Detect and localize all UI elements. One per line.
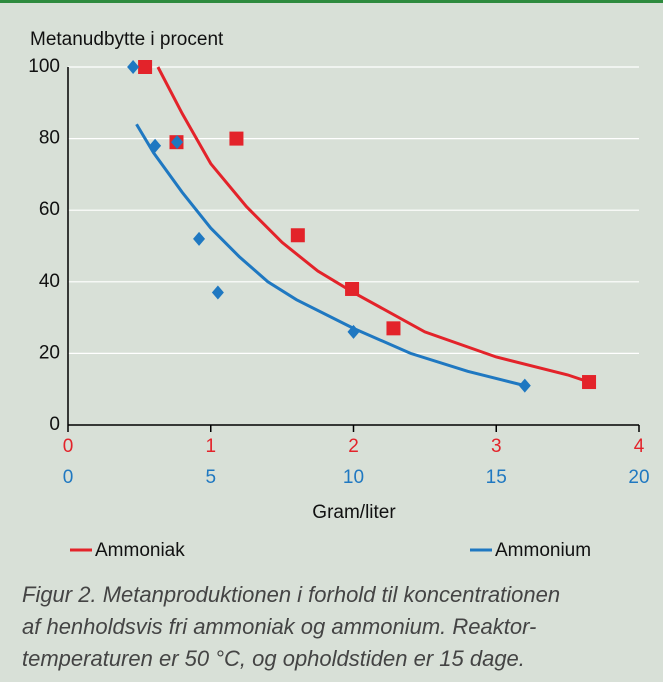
point [386,321,401,336]
y-tick-label: 0 [49,414,60,435]
x-tick-label: 3 [491,436,502,457]
point [582,375,597,390]
caption: Figur 2. Metanproduktionen i forhold til… [22,582,560,607]
point [127,60,140,74]
point [149,138,162,153]
x-axis-label: Gram/liter [312,502,396,523]
point [171,135,184,150]
x2-tick-label: 10 [343,467,364,488]
legend-label: Ammonium [495,540,591,561]
x-tick-label: 4 [634,436,645,457]
x2-tick-label: 15 [486,467,507,488]
x-tick-label: 2 [348,436,359,457]
point [345,281,360,296]
legend-label: Ammoniak [95,540,185,561]
point [211,285,224,300]
point [347,324,360,339]
point [290,228,305,243]
top-border [0,0,663,3]
y-tick-label: 60 [39,199,60,220]
y-tick-label: 80 [39,128,60,149]
x-tick-label: 0 [63,436,74,457]
point [518,378,531,393]
caption: temperaturen er 50 °C, og opholdstiden e… [22,646,525,671]
x2-tick-label: 20 [628,467,649,488]
fit-line [135,123,526,388]
fit-line [156,66,590,384]
y-tick-label: 100 [28,56,60,77]
y-tick-label: 20 [39,342,60,363]
y-tick-label: 40 [39,271,60,292]
y-axis-label: Metanudbytte i procent [30,29,224,50]
x2-tick-label: 0 [63,467,74,488]
x2-tick-label: 5 [205,467,216,488]
point [138,60,153,74]
x-tick-label: 1 [205,436,216,457]
point [193,231,206,246]
point [229,131,244,146]
caption: af henholdsvis fri ammoniak og ammonium.… [22,614,536,639]
